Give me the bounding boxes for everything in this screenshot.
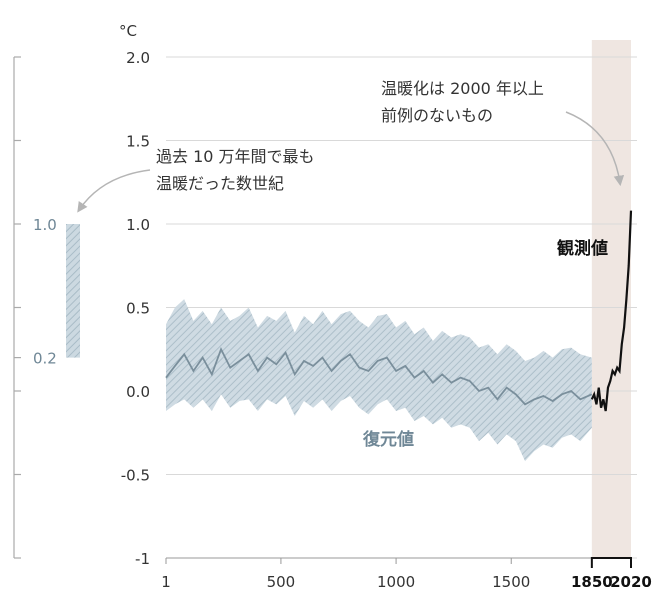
x-tick-label: 2020	[610, 573, 652, 591]
observed-series-label: 観測値	[557, 238, 608, 259]
highlight-period	[591, 40, 631, 558]
annotation-arrow-right	[565, 111, 625, 187]
annotation-unprecedented: 温暖化は 2000 年以上 前例のないもの	[381, 79, 625, 187]
paleo-high-label: 1.0	[33, 216, 57, 234]
y-tick-label: -0.5	[121, 467, 150, 485]
y-tick-label: -1	[135, 550, 150, 568]
x-tick-label: 1850	[571, 573, 613, 591]
y-axis-unit: °C	[119, 22, 137, 40]
y-tick-label: 0.0	[126, 383, 150, 401]
reconstruction-line	[165, 346, 593, 406]
paleo-scale: 1.0 0.2	[13, 56, 80, 559]
annotation-warmest-line-1: 過去 10 万年間で最も	[156, 147, 315, 166]
y-tick-label: 1.0	[126, 216, 150, 234]
y-tick-label: 2.0	[126, 49, 150, 67]
paleo-low-label: 0.2	[33, 350, 57, 368]
annotation-arrow-left	[77, 169, 151, 213]
observed-line	[590, 210, 633, 412]
x-tick-label: 1500	[492, 573, 530, 591]
reconstruction-uncertainty-band	[166, 299, 592, 462]
x-tick-label: 500	[267, 573, 296, 591]
reconstruction-series-label: 復元値	[362, 429, 414, 450]
period-bracket	[590, 557, 632, 568]
y-tick-label: 1.5	[126, 133, 150, 151]
annotation-unprecedented-line-2: 前例のないもの	[381, 106, 493, 125]
annotation-warmest-centuries: 過去 10 万年間で最も 温暖だった数世紀	[77, 147, 315, 213]
paleo-warm-range-bar	[66, 224, 80, 358]
x-tick-label: 1000	[377, 573, 415, 591]
x-tick-label: 1	[161, 573, 171, 591]
annotation-unprecedented-line-1: 温暖化は 2000 年以上	[381, 79, 544, 98]
y-tick-label: 0.5	[126, 300, 150, 318]
annotation-warmest-line-2: 温暖だった数世紀	[156, 174, 284, 193]
